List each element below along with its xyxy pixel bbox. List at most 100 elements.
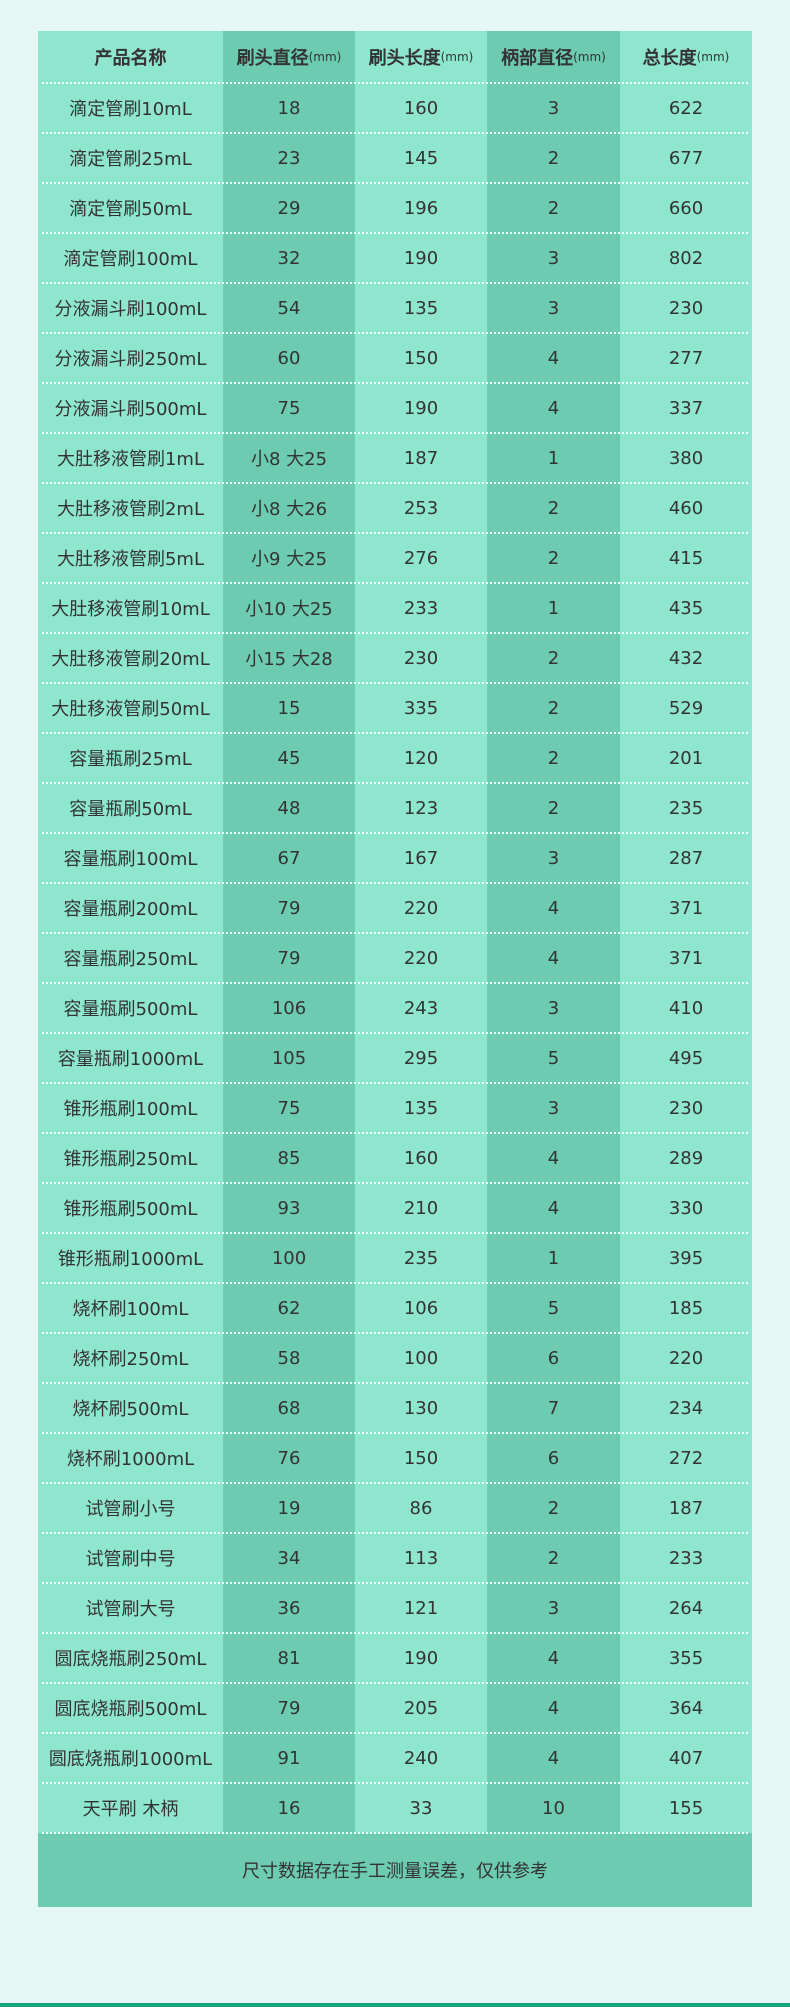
- table-row: 锥形瓶刷250mL 85 160 4 289: [38, 1133, 752, 1184]
- head-diameter-cell: 34: [223, 1533, 355, 1583]
- total-length-cell: 337: [620, 383, 752, 433]
- total-length-cell: 155: [620, 1783, 752, 1833]
- head-length-cell: 190: [355, 1633, 487, 1683]
- handle-diameter-cell: 2: [487, 483, 620, 533]
- head-length-cell: 150: [355, 1433, 487, 1483]
- product-name-cell: 容量瓶刷1000mL: [38, 1033, 223, 1083]
- head-diameter-cell: 75: [223, 383, 355, 433]
- table-row: 容量瓶刷250mL 79 220 4 371: [38, 933, 752, 984]
- total-length-cell: 395: [620, 1233, 752, 1283]
- total-length-cell: 277: [620, 333, 752, 383]
- total-length-cell: 264: [620, 1583, 752, 1633]
- product-name-cell: 大肚移液管刷2mL: [38, 483, 223, 533]
- product-name-cell: 分液漏斗刷500mL: [38, 383, 223, 433]
- head-diameter-cell: 23: [223, 133, 355, 183]
- head-length-cell: 190: [355, 233, 487, 283]
- product-name-cell: 容量瓶刷50mL: [38, 783, 223, 833]
- column-header: 刷头直径 (mm): [223, 31, 355, 83]
- total-length-cell: 230: [620, 1083, 752, 1133]
- handle-diameter-cell: 3: [487, 833, 620, 883]
- total-length-cell: 355: [620, 1633, 752, 1683]
- product-name-cell: 烧杯刷100mL: [38, 1283, 223, 1333]
- head-length-cell: 187: [355, 433, 487, 483]
- product-name-cell: 容量瓶刷250mL: [38, 933, 223, 983]
- table-row: 滴定管刷25mL 23 145 2 677: [38, 133, 752, 184]
- head-length-cell: 220: [355, 883, 487, 933]
- table-row: 容量瓶刷50mL 48 123 2 235: [38, 783, 752, 834]
- head-diameter-cell: 小8 大25: [223, 433, 355, 483]
- table-row: 圆底烧瓶刷250mL 81 190 4 355: [38, 1633, 752, 1684]
- handle-diameter-cell: 10: [487, 1783, 620, 1833]
- table-row: 分液漏斗刷500mL 75 190 4 337: [38, 383, 752, 434]
- table-row: 容量瓶刷1000mL 105 295 5 495: [38, 1033, 752, 1084]
- head-diameter-cell: 105: [223, 1033, 355, 1083]
- product-name-cell: 容量瓶刷500mL: [38, 983, 223, 1033]
- head-length-cell: 121: [355, 1583, 487, 1633]
- handle-diameter-cell: 4: [487, 883, 620, 933]
- handle-diameter-cell: 2: [487, 533, 620, 583]
- table-row: 试管刷中号 34 113 2 233: [38, 1533, 752, 1584]
- head-diameter-cell: 16: [223, 1783, 355, 1833]
- total-length-cell: 220: [620, 1333, 752, 1383]
- footer-note: 尺寸数据存在手工测量误差，仅供参考: [38, 1833, 752, 1907]
- head-length-cell: 335: [355, 683, 487, 733]
- head-diameter-cell: 79: [223, 933, 355, 983]
- table-row: 大肚移液管刷2mL 小8 大26 253 2 460: [38, 483, 752, 534]
- product-name-cell: 圆底烧瓶刷250mL: [38, 1633, 223, 1683]
- head-length-cell: 233: [355, 583, 487, 633]
- head-diameter-cell: 75: [223, 1083, 355, 1133]
- total-length-cell: 235: [620, 783, 752, 833]
- product-name-cell: 试管刷小号: [38, 1483, 223, 1533]
- product-name-cell: 锥形瓶刷100mL: [38, 1083, 223, 1133]
- handle-diameter-cell: 4: [487, 1633, 620, 1683]
- handle-diameter-cell: 2: [487, 1483, 620, 1533]
- handle-diameter-cell: 1: [487, 583, 620, 633]
- column-header-label: 刷头长度: [368, 48, 441, 69]
- product-name-cell: 分液漏斗刷250mL: [38, 333, 223, 383]
- total-length-cell: 380: [620, 433, 752, 483]
- head-diameter-cell: 68: [223, 1383, 355, 1433]
- handle-diameter-cell: 4: [487, 383, 620, 433]
- total-length-cell: 660: [620, 183, 752, 233]
- head-diameter-cell: 100: [223, 1233, 355, 1283]
- product-name-cell: 锥形瓶刷500mL: [38, 1183, 223, 1233]
- table-row: 大肚移液管刷20mL 小15 大28 230 2 432: [38, 633, 752, 684]
- total-length-cell: 272: [620, 1433, 752, 1483]
- handle-diameter-cell: 3: [487, 83, 620, 133]
- handle-diameter-cell: 2: [487, 783, 620, 833]
- total-length-cell: 410: [620, 983, 752, 1033]
- head-diameter-cell: 79: [223, 1683, 355, 1733]
- total-length-cell: 330: [620, 1183, 752, 1233]
- table-row: 滴定管刷10mL 18 160 3 622: [38, 83, 752, 134]
- handle-diameter-cell: 3: [487, 1583, 620, 1633]
- handle-diameter-cell: 3: [487, 283, 620, 333]
- head-length-cell: 240: [355, 1733, 487, 1783]
- total-length-cell: 187: [620, 1483, 752, 1533]
- handle-diameter-cell: 4: [487, 1133, 620, 1183]
- head-diameter-cell: 小8 大26: [223, 483, 355, 533]
- head-length-cell: 33: [355, 1783, 487, 1833]
- product-name-cell: 锥形瓶刷1000mL: [38, 1233, 223, 1283]
- head-diameter-cell: 29: [223, 183, 355, 233]
- table-row: 天平刷 木柄 16 33 10 155: [38, 1783, 752, 1834]
- handle-diameter-cell: 4: [487, 1683, 620, 1733]
- handle-diameter-cell: 1: [487, 1233, 620, 1283]
- total-length-cell: 802: [620, 233, 752, 283]
- head-diameter-cell: 76: [223, 1433, 355, 1483]
- table-row: 分液漏斗刷250mL 60 150 4 277: [38, 333, 752, 384]
- total-length-cell: 460: [620, 483, 752, 533]
- head-length-cell: 295: [355, 1033, 487, 1083]
- column-header-label: 刷头直径: [236, 48, 309, 69]
- product-name-cell: 大肚移液管刷5mL: [38, 533, 223, 583]
- table-row: 大肚移液管刷50mL 15 335 2 529: [38, 683, 752, 734]
- head-length-cell: 106: [355, 1283, 487, 1333]
- head-diameter-cell: 小9 大25: [223, 533, 355, 583]
- product-name-cell: 滴定管刷10mL: [38, 83, 223, 133]
- head-length-cell: 160: [355, 83, 487, 133]
- head-diameter-cell: 小10 大25: [223, 583, 355, 633]
- table-row: 锥形瓶刷1000mL 100 235 1 395: [38, 1233, 752, 1284]
- handle-diameter-cell: 7: [487, 1383, 620, 1433]
- table-row: 烧杯刷1000mL 76 150 6 272: [38, 1433, 752, 1484]
- product-name-cell: 圆底烧瓶刷500mL: [38, 1683, 223, 1733]
- table-row: 锥形瓶刷500mL 93 210 4 330: [38, 1183, 752, 1234]
